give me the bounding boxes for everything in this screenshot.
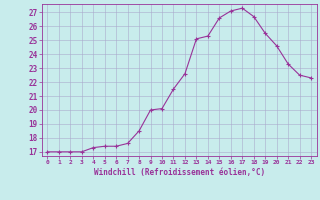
X-axis label: Windchill (Refroidissement éolien,°C): Windchill (Refroidissement éolien,°C) (94, 168, 265, 177)
